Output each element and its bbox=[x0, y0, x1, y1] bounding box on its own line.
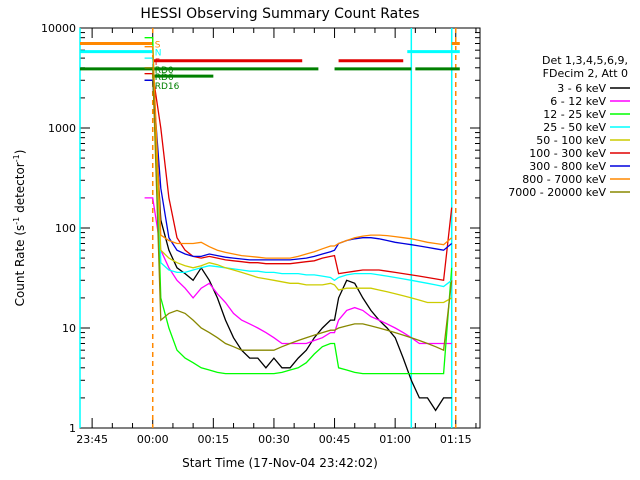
series-line-4 bbox=[144, 72, 453, 304]
y-tick-label: 1000 bbox=[48, 122, 76, 135]
y-axis: 1 10 100 1000 10000 bbox=[41, 22, 480, 435]
x-tick-label: 01:00 bbox=[379, 433, 411, 446]
flag-label-s: S bbox=[155, 40, 161, 50]
legend-label-8: 7000 - 20000 keV bbox=[508, 186, 606, 199]
legend-label-7: 800 - 7000 keV bbox=[522, 173, 606, 186]
series-line-1 bbox=[144, 197, 452, 345]
x-tick-label: 00:45 bbox=[319, 433, 351, 446]
legend-label-2: 12 - 25 keV bbox=[543, 108, 606, 121]
y-tick-label: 100 bbox=[55, 222, 76, 235]
legend-header-1: Det 1,3,4,5,6,9, bbox=[542, 54, 628, 67]
legend: Det 1,3,4,5,6,9, FDecim 2, Att 0 3 - 6 k… bbox=[508, 54, 630, 199]
x-tick-label: 23:45 bbox=[76, 433, 108, 446]
x-tick-label: 00:00 bbox=[137, 433, 169, 446]
series-line-2 bbox=[144, 37, 453, 375]
y-tick-label: 10000 bbox=[41, 22, 76, 35]
legend-label-6: 300 - 800 keV bbox=[529, 160, 606, 173]
flag-label-f: F bbox=[155, 58, 160, 68]
x-axis-label: Start Time (17-Nov-04 23:42:02) bbox=[182, 456, 378, 470]
series-line-3 bbox=[144, 57, 453, 288]
flag-label-rd0: RD0 bbox=[155, 66, 174, 76]
vertical-markers bbox=[79, 28, 457, 428]
x-tick-label: 00:30 bbox=[258, 433, 290, 446]
legend-label-5: 100 - 300 keV bbox=[529, 147, 606, 160]
series-line-8 bbox=[144, 67, 453, 352]
y-tick-label: 10 bbox=[62, 322, 76, 335]
flag-label-n: N bbox=[155, 49, 162, 59]
series-line-5 bbox=[144, 72, 453, 282]
data-series bbox=[144, 37, 453, 412]
x-tick-label: 01:15 bbox=[440, 433, 472, 446]
plot-area bbox=[79, 27, 481, 429]
legend-label-1: 6 - 12 keV bbox=[550, 95, 606, 108]
series-line-0 bbox=[144, 79, 452, 412]
legend-label-4: 50 - 100 keV bbox=[536, 134, 606, 147]
series-line-6 bbox=[144, 79, 453, 261]
x-tick-label: 00:15 bbox=[197, 433, 229, 446]
series-line-7 bbox=[144, 46, 453, 259]
x-axis: 23:45 00:00 00:15 00:30 00:45 01:00 01:15 bbox=[76, 28, 477, 446]
legend-label-0: 3 - 6 keV bbox=[557, 82, 606, 95]
y-axis-label: Count Rate (s-1 detector-1) bbox=[12, 150, 27, 307]
flag-label-rd16: RD16 bbox=[155, 82, 180, 92]
legend-header-2: FDecim 2, Att 0 bbox=[543, 67, 628, 80]
chart-title: HESSI Observing Summary Count Rates bbox=[140, 6, 419, 22]
flag-label-rd6: RD6 bbox=[155, 73, 174, 83]
y-tick-label: 1 bbox=[69, 422, 76, 435]
legend-label-3: 25 - 50 keV bbox=[543, 121, 606, 134]
